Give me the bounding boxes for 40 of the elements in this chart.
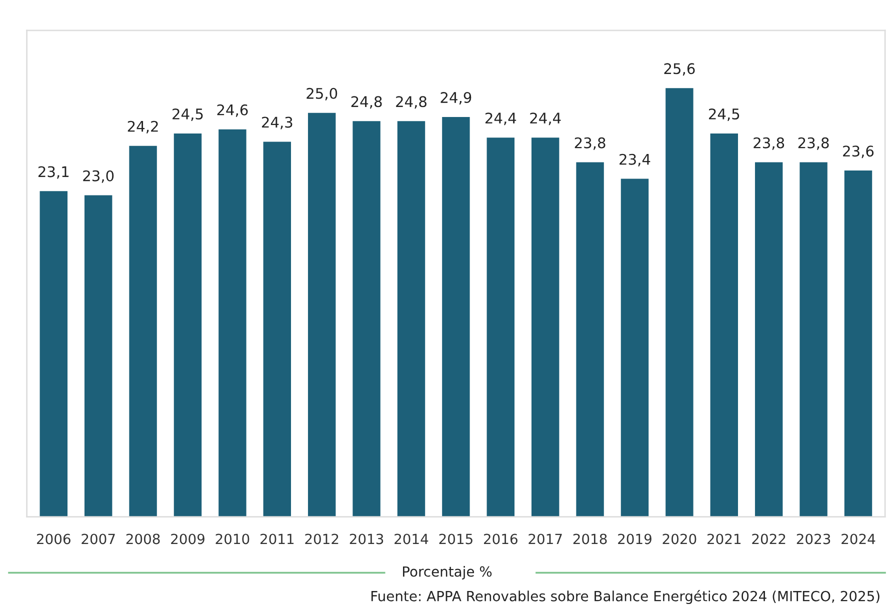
x-tick-label: 2024 bbox=[842, 534, 876, 544]
x-tick-label: 2010 bbox=[216, 534, 250, 544]
x-tick-label: 2014 bbox=[394, 534, 428, 544]
data-label: 23,8 bbox=[754, 137, 784, 150]
data-label: 23,6 bbox=[843, 146, 874, 158]
x-tick-label: 2008 bbox=[126, 534, 160, 544]
x-tick-label: 2023 bbox=[796, 534, 830, 544]
data-label: 23,8 bbox=[798, 137, 829, 150]
data-label: 24,4 bbox=[530, 112, 561, 126]
data-label: 23,8 bbox=[574, 137, 606, 150]
data-label: 23,4 bbox=[620, 154, 650, 166]
x-axis-title: Porcentaje % bbox=[403, 566, 492, 580]
x-tick-label: 2021 bbox=[707, 534, 741, 544]
data-label: 24,8 bbox=[396, 96, 426, 109]
data-label: 25,0 bbox=[306, 88, 338, 100]
x-tick-label: 2009 bbox=[171, 534, 204, 544]
data-label: 23,0 bbox=[83, 170, 114, 183]
data-label: 24,2 bbox=[128, 120, 158, 134]
data-label: 24,5 bbox=[172, 108, 203, 121]
source-note: Fuente: APPA Renovables sobre Balance Energético 2024 (MITECO, 2025) bbox=[371, 590, 880, 604]
data-label: 24,3 bbox=[262, 116, 292, 130]
x-tick-label: 2018 bbox=[573, 534, 607, 544]
x-tick-label: 2017 bbox=[528, 534, 562, 544]
data-label: 23,1 bbox=[38, 166, 69, 179]
data-label: 24,6 bbox=[217, 104, 248, 117]
x-tick-label: 2022 bbox=[752, 534, 786, 544]
x-tick-label: 2013 bbox=[350, 534, 384, 544]
x-tick-label: 2016 bbox=[484, 534, 518, 544]
x-tick-label: 2015 bbox=[439, 534, 472, 544]
x-tick-label: 2011 bbox=[260, 534, 294, 544]
x-tick-label: 2019 bbox=[618, 534, 652, 544]
data-label: 24,9 bbox=[440, 92, 472, 105]
x-tick-label: 2012 bbox=[305, 534, 338, 544]
data-label: 25,6 bbox=[664, 63, 695, 76]
x-tick-label: 2006 bbox=[36, 534, 70, 544]
data-label: 24,4 bbox=[485, 112, 516, 126]
x-tick-label: 2007 bbox=[82, 534, 115, 544]
x-tick-label: 2020 bbox=[662, 534, 696, 544]
data-label: 24,5 bbox=[708, 108, 740, 121]
data-label: 24,8 bbox=[351, 96, 382, 109]
